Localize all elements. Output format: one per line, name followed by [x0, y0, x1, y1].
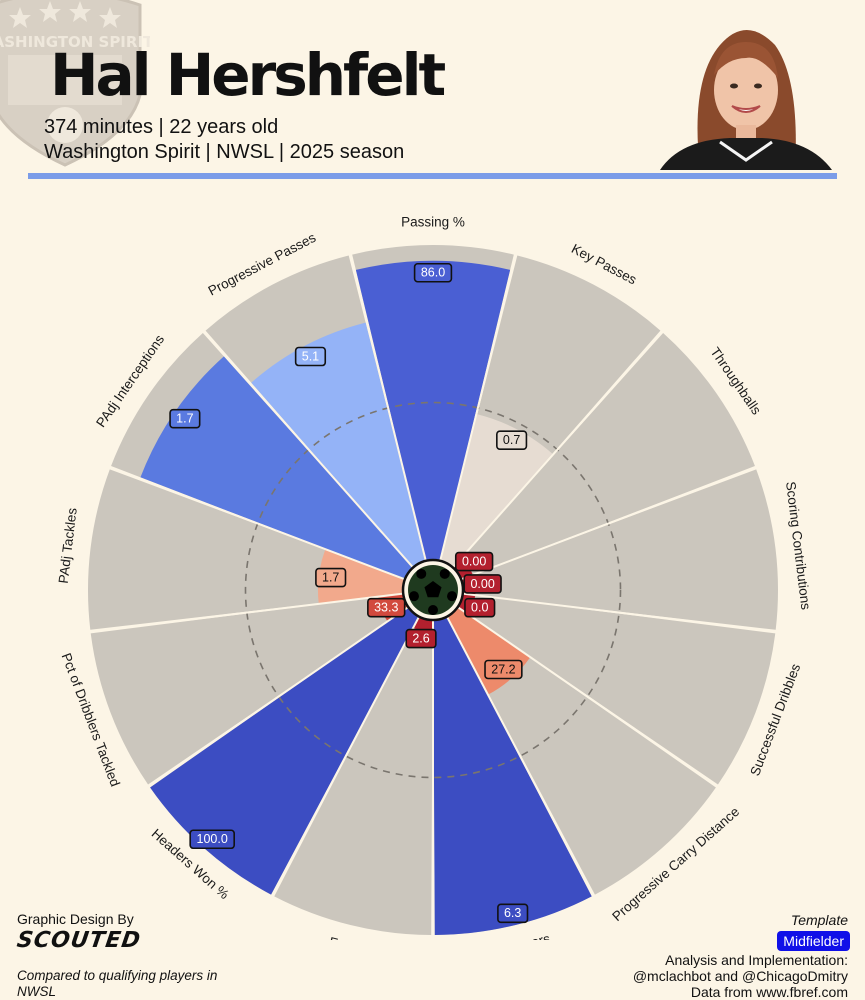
- value-badge-box: [463, 574, 502, 594]
- slice-separator: [452, 329, 664, 569]
- data-source: Data from www.fbref.com: [690, 984, 848, 1000]
- slice-separator: [88, 592, 404, 633]
- slice-separator: [462, 592, 778, 633]
- value-badge-text: 2.6: [412, 631, 429, 645]
- template-badge: Midfielder: [777, 931, 850, 951]
- slice-separator: [270, 616, 420, 898]
- value-badge-text: 86.0: [421, 266, 445, 280]
- value-badge-text: 0.00: [470, 577, 494, 591]
- value-badge-box: [497, 903, 529, 924]
- slice-separator: [108, 466, 406, 581]
- metric-label: Fouls: [328, 934, 364, 940]
- credits: Analysis and Implementation: @mclachbot …: [633, 952, 848, 1000]
- slice-bar: [355, 260, 511, 561]
- slice-separator: [202, 329, 414, 569]
- slice-bar: [140, 356, 413, 580]
- metric-label: Scoring Contributions: [783, 481, 813, 611]
- ball-panel: [408, 591, 419, 602]
- slice-bar: [150, 607, 419, 895]
- ball-panel: [447, 591, 458, 602]
- value-badge-box: [189, 829, 235, 850]
- value-badge-text: 1.7: [322, 570, 339, 584]
- slice-bar: [433, 616, 592, 935]
- value-badge-text: 0.00: [462, 554, 486, 568]
- slice-separator: [348, 252, 427, 562]
- slice-background: [274, 616, 433, 935]
- ball-panel: [424, 581, 442, 598]
- value-badge: 27.2: [484, 659, 523, 680]
- player-minutes-age: 374 minutes | 22 years old: [44, 116, 279, 138]
- metric-label: Passing %: [401, 215, 465, 230]
- analysis-label: Analysis and Implementation:: [665, 952, 848, 968]
- value-badge-text: 27.2: [491, 662, 515, 676]
- value-badge-box: [413, 262, 453, 283]
- slice-bar: [317, 549, 405, 604]
- slice-bar: [251, 322, 426, 568]
- slice-separator: [460, 466, 758, 581]
- value-badge-text: 5.1: [302, 349, 319, 363]
- header-divider: [28, 173, 837, 179]
- value-badge: 86.0: [413, 262, 453, 283]
- player-team-league-season: Washington Spirit | NWSL | 2025 season: [44, 141, 405, 163]
- value-badge-text: 33.3: [374, 601, 398, 615]
- slice-separator: [457, 606, 720, 788]
- club-crest-logo: WASHINGTON SPIRIT: [0, 0, 150, 167]
- player-photo: [660, 30, 832, 170]
- value-badge-box: [367, 597, 406, 618]
- ball-panel: [416, 568, 427, 579]
- slice-background: [457, 593, 776, 785]
- crest-text: WASHINGTON SPIRIT: [0, 33, 150, 51]
- value-badge: 100.0: [189, 829, 235, 850]
- reference-ring: [244, 401, 622, 779]
- authors: @mclachbot and @ChicagoDmitry: [632, 968, 848, 984]
- value-badge: 0.7: [496, 430, 528, 450]
- template-label: Template: [790, 912, 848, 928]
- value-badge: 33.3: [367, 597, 406, 618]
- ball-panel: [428, 605, 438, 615]
- value-badge-box: [496, 430, 528, 450]
- slice-background: [90, 593, 409, 785]
- value-badge-text: 100.0: [197, 832, 228, 846]
- value-badge: 1.7: [315, 567, 347, 588]
- value-badge-text: 0.7: [503, 433, 520, 447]
- slice-separator: [146, 606, 409, 788]
- value-badge-box: [294, 346, 327, 367]
- slice-bar: [440, 414, 553, 568]
- graphic-design-label: Graphic Design By: [17, 911, 134, 927]
- scouted-logo: SCOUTED: [15, 928, 143, 953]
- slice-separator: [439, 252, 518, 562]
- metric-label: Turnovers: [490, 931, 552, 940]
- value-badge-box: [454, 551, 494, 572]
- value-badge: 0.00: [454, 551, 494, 572]
- value-badge-text: 0.0: [471, 601, 488, 615]
- value-badge-box: [169, 408, 201, 429]
- value-badge: 5.1: [294, 346, 327, 367]
- comparison-note: Compared to qualifying players in NWSL: [17, 968, 218, 999]
- ball-panel: [439, 568, 450, 579]
- value-badge: 0.00: [463, 574, 502, 594]
- value-badge-text: 1.7: [176, 412, 193, 426]
- value-badge-box: [484, 659, 523, 680]
- value-badge: 6.3: [497, 903, 529, 924]
- value-badge-box: [315, 567, 347, 588]
- value-badge: 2.6: [405, 628, 437, 649]
- player-name: Hal Hershfelt: [50, 41, 446, 109]
- value-badge-box: [464, 597, 496, 618]
- value-badge-text: 6.3: [504, 906, 521, 920]
- slice-separator: [446, 616, 596, 898]
- slice-background: [453, 332, 755, 580]
- value-badge: 1.7: [169, 408, 201, 429]
- value-badge-box: [405, 628, 437, 649]
- metric-label: PAdj Tackles: [56, 507, 80, 585]
- slice-background: [461, 469, 778, 630]
- value-badge: 0.0: [464, 597, 496, 618]
